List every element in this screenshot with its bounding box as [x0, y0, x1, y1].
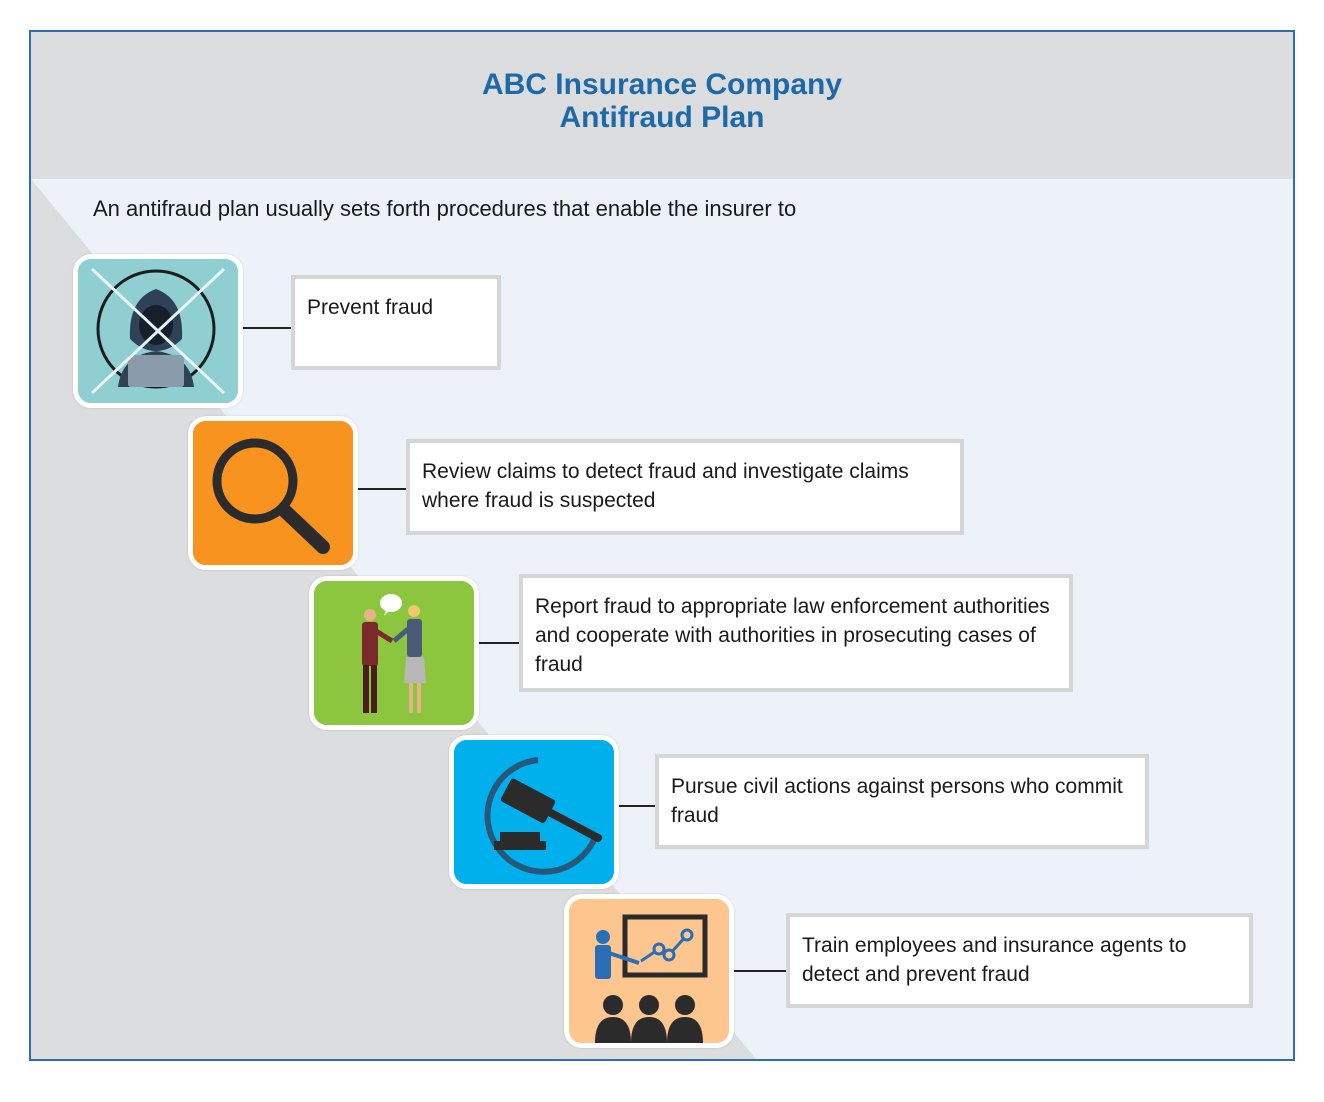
step-box-review: Review claims to detect fraud and invest…	[406, 439, 964, 535]
connector-line	[479, 642, 521, 644]
title-line-2: Antifraud Plan	[559, 101, 765, 134]
step-box-pursue: Pursue civil actions against persons who…	[655, 754, 1149, 849]
step-box-prevent: Prevent fraud	[291, 275, 501, 370]
header-band: ABC Insurance Company Antifraud Plan	[31, 32, 1293, 179]
connector-line	[358, 488, 406, 490]
page-title: ABC Insurance Company Antifraud Plan	[31, 68, 1293, 134]
magnifying-glass-icon	[188, 416, 358, 570]
diagram-frame: ABC Insurance Company Antifraud Plan An …	[29, 30, 1295, 1061]
title-line-1: ABC Insurance Company	[481, 68, 843, 101]
connector-line	[243, 327, 291, 329]
step-box-train: Train employees and insurance agents to …	[786, 913, 1253, 1008]
masked-hacker-crossed-icon	[73, 254, 243, 408]
handshake-people-icon	[309, 576, 479, 730]
step-box-report: Report fraud to appropriate law enforcem…	[519, 574, 1073, 692]
training-presentation-icon	[564, 894, 734, 1048]
intro-text: An antifraud plan usually sets forth pro…	[93, 196, 797, 221]
connector-line	[734, 970, 788, 972]
connector-line	[619, 805, 657, 807]
gavel-icon	[449, 735, 619, 889]
